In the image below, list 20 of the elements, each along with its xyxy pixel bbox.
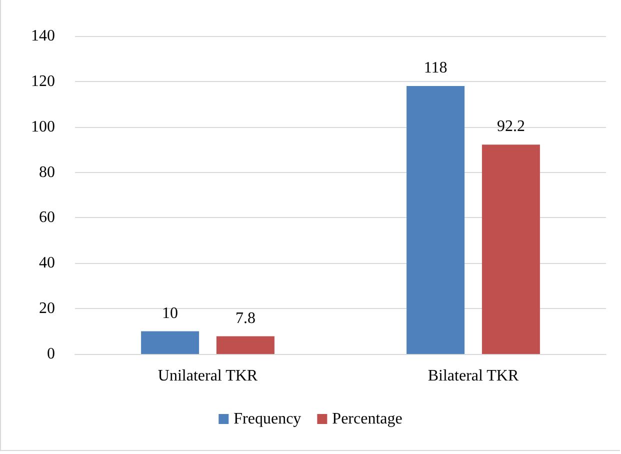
bar (482, 144, 540, 354)
y-tick-label: 20 (39, 300, 55, 318)
data-label: 7.8 (235, 310, 256, 327)
legend-label: Percentage (332, 410, 402, 428)
y-tick-label: 80 (39, 164, 55, 181)
legend-label: Frequency (234, 410, 302, 428)
y-tick-label: 40 (39, 254, 55, 272)
y-tick-label: 60 (39, 209, 55, 226)
data-label: 92.2 (496, 118, 525, 136)
y-tick-label: 120 (31, 72, 55, 90)
x-tick-label: Bilateral TKR (428, 368, 519, 384)
x-tick-label: Unilateral TKR (158, 368, 258, 384)
y-tick-label: 0 (47, 346, 55, 362)
y-tick-label: 100 (31, 118, 55, 136)
data-label: 118 (424, 59, 448, 76)
bar (406, 86, 465, 354)
bar (141, 331, 200, 354)
y-tick-label: 140 (31, 28, 55, 44)
bar (216, 336, 274, 354)
data-label: 10 (162, 304, 178, 322)
